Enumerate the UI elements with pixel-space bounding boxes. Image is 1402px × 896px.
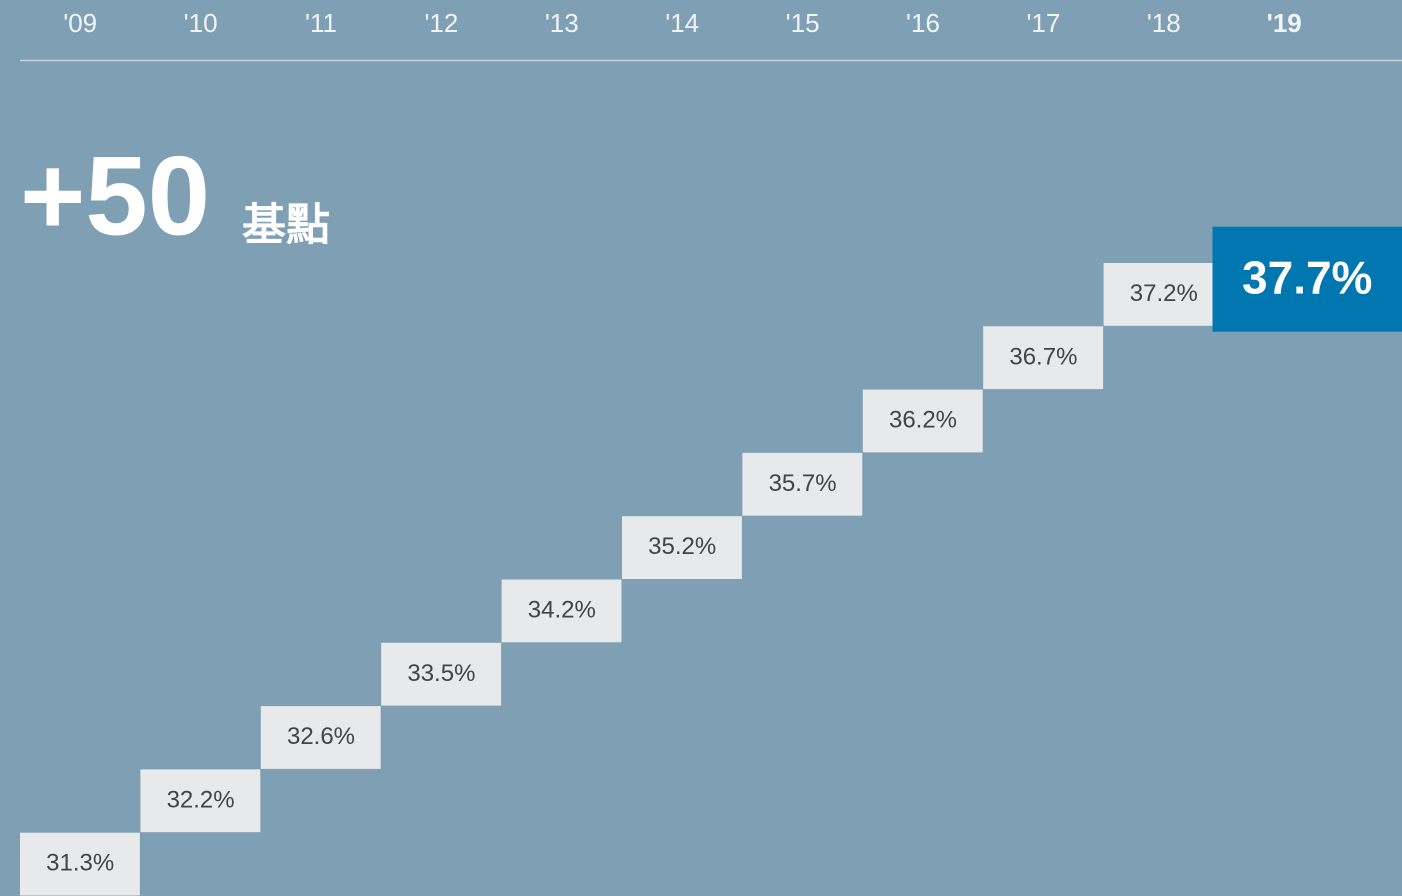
value-label: 32.2% bbox=[167, 786, 235, 813]
step-box bbox=[140, 769, 261, 833]
x-tick-label: '12 bbox=[424, 8, 458, 38]
x-tick-label: '14 bbox=[665, 8, 699, 38]
highlight-box bbox=[1212, 226, 1402, 332]
value-label: 35.2% bbox=[648, 533, 716, 560]
value-label: 36.7% bbox=[1009, 343, 1077, 370]
value-label: 34.2% bbox=[528, 596, 596, 623]
step-box bbox=[501, 579, 622, 643]
x-tick-label: '11 bbox=[305, 8, 337, 38]
step-box bbox=[622, 516, 742, 579]
x-tick-label: '15 bbox=[786, 8, 820, 38]
x-tick-label: '10 bbox=[184, 8, 218, 38]
value-label: 31.3% bbox=[46, 850, 114, 877]
x-tick-label: '09 bbox=[63, 8, 97, 38]
annotation-unit: 基點 bbox=[242, 201, 330, 250]
x-tick-label: '19 bbox=[1267, 8, 1302, 38]
value-label: 32.6% bbox=[287, 723, 355, 750]
step-box bbox=[742, 452, 863, 516]
step-box bbox=[1103, 263, 1224, 326]
step-box bbox=[260, 706, 381, 769]
value-label: 33.5% bbox=[407, 660, 475, 687]
step-box bbox=[381, 642, 502, 706]
step-box bbox=[983, 326, 1104, 390]
step-box bbox=[20, 832, 140, 896]
value-label: 37.2% bbox=[1130, 280, 1198, 307]
x-tick-label: '13 bbox=[545, 8, 579, 38]
value-label: 36.2% bbox=[889, 407, 957, 434]
x-tick-label: '17 bbox=[1026, 8, 1060, 38]
value-label: 35.7% bbox=[769, 470, 837, 497]
x-tick-label: '18 bbox=[1147, 8, 1181, 38]
x-tick-label: '16 bbox=[906, 8, 940, 38]
value-label: 37.7% bbox=[1242, 251, 1372, 303]
annotation: +50 bbox=[20, 134, 210, 259]
step-box bbox=[862, 389, 983, 453]
